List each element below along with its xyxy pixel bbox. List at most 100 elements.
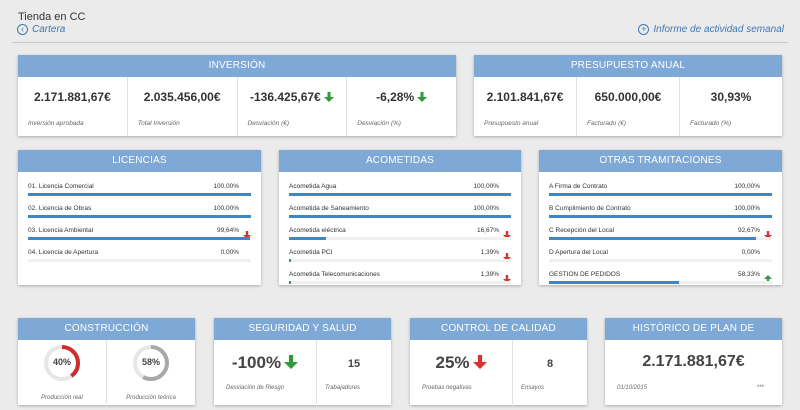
stat-label: Desviación (€) [247,120,290,127]
arrow-up-icon [764,270,772,288]
progress-row[interactable]: Acometida Agua 100,00% [289,177,511,199]
row-value: 99,64% [216,227,239,234]
acometidas-list: Acometida Agua 100,00% Acometida de Saneam… [279,172,521,287]
progress-fill [289,281,291,284]
more-link[interactable]: *** [756,385,764,391]
donut-label: Producción teórica [126,395,176,401]
stat-label: Desviación (%) [357,120,401,127]
progress-row[interactable]: Acometida Telecomunicaciones 1,39% [289,265,511,287]
stat-cell: 30,93% Facturado (%) [680,77,782,136]
inversion-stats: 2.171.881,67€ Inversión aprobada 2.035.456… [18,77,456,136]
panel-title: INVERSIÓN [18,55,456,77]
historico-value: 2.171.881,67€ [642,353,745,370]
stat-value-text: -6,28% [376,90,415,104]
chevron-left-icon: ‹ [17,24,28,35]
progress-fill [28,237,251,240]
arrow-down-icon [503,248,511,266]
arrow-down-icon [764,226,772,244]
progress-row[interactable]: Acometida eléctrica 16,67% [289,221,511,243]
stat-value: 30,93% [680,90,782,104]
progress-row[interactable]: Acometida PCI 1,39% [289,243,511,265]
row-label: Acometida Agua [289,183,337,190]
row-value: 100,00% [473,205,499,212]
risk-deviation-label: Desviación de Riesgo [226,385,285,391]
row-label: B Cumplimiento de Contrato [549,205,631,212]
back-link[interactable]: ‹ Cartera [17,24,65,35]
row-label: A Firma de Contrato [549,183,608,190]
panel-title: CONSTRUCCIÓN [18,318,195,340]
row-value: 100,00% [734,205,760,212]
progress-fill [549,237,756,240]
stat-cell: 2.035.456,00€ Total Inversión [128,77,238,136]
progress-row[interactable]: 03. Licencia Ambiental 99,64% [28,221,251,243]
progress-track [289,281,511,284]
calidad-panel: CONTROL DE CALIDAD 25% Pruebas negativas… [410,318,587,407]
row-value: 1,39% [480,271,499,278]
stat-label: Facturado (%) [690,120,732,127]
risk-deviation-value: -100% [231,353,282,372]
tests-value: 8 [546,358,554,370]
donut-value: 40% [52,357,71,367]
calidad-side: 8 Ensayos [513,340,587,407]
progress-row[interactable]: 01. Licencia Comercial 100,00% [28,177,251,199]
stat-value-text: 650.000,00€ [594,90,662,104]
progress-row[interactable]: A Firma de Contrato 100,00% [549,177,772,199]
historico-main: 2.171.881,67€ 01/10/2015 *** [605,340,782,407]
stat-value-text: 2.101.841,67€ [486,90,564,104]
panel-title: HISTÓRICO DE PLAN DE INVERSIÓN [605,318,782,356]
row-label: C Recepción del Local [549,227,615,234]
stat-value-text: -136.425,67€ [250,90,321,104]
stat-label: Presupuesto anual [484,120,539,127]
progress-row[interactable]: B Cumplimiento de Contrato 100,00% [549,199,772,221]
progress-row[interactable]: 02. Licencia de Obras 100,00% [28,199,251,221]
tests-label: Ensayos [521,385,545,391]
progress-row[interactable]: D Apertura del Local 0,00% [549,243,772,265]
donut-cell: 58% Producción teórica [107,340,195,407]
progress-fill [549,193,772,196]
progress-track [289,193,511,196]
workers-value: 15 [347,358,361,370]
arrow-down-icon [323,91,334,105]
progress-track [549,193,772,196]
row-label: Acometida de Saneamiento [289,205,369,212]
workers-label: Trabajadores [325,385,360,391]
seguridad-main: -100% Desviación de Riesgo [214,340,317,407]
construccion-donuts: 40% Producción real 58% Producción teórica [18,340,195,407]
arrow-down-icon [417,91,428,105]
progress-track [28,215,251,218]
row-value: 1,39% [480,249,499,256]
header-divider [12,42,788,43]
donut-chart [44,345,80,381]
acometidas-panel: ACOMETIDAS Acometida Agua 100,00% Acometid… [279,150,521,285]
back-link-label: Cartera [32,24,66,35]
licencias-panel: LICENCIAS 01. Licencia Comercial 100,00% 0… [18,150,261,285]
arrow-down-icon [243,226,251,244]
page-title: Tienda en CC [18,11,86,23]
progress-track [289,259,511,262]
otras-panel: OTRAS TRAMITACIONES A Firma de Contrato 1… [539,150,782,285]
progress-track [28,193,251,196]
donut-label: Producción real [41,395,83,401]
stat-cell: 2.101.841,67€ Presupuesto anual [474,77,577,136]
weekly-report-link[interactable]: + Informe de actividad semanal [638,24,784,35]
row-value: 16,67% [476,227,499,234]
progress-track [549,215,772,218]
row-value: 0,00% [220,249,239,256]
progress-track [549,237,772,240]
panel-title: OTRAS TRAMITACIONES [539,150,782,172]
progress-fill [289,193,511,196]
progress-row[interactable]: C Recepción del Local 92,67% [549,221,772,243]
progress-track [549,259,772,262]
progress-row[interactable]: GESTION DE PEDIDOS 58,33% [549,265,772,287]
row-label: 01. Licencia Comercial [28,183,94,190]
donut-cell: 40% Producción real [18,340,107,407]
stat-value: -6,28% [347,90,456,105]
panel-title: CONTROL DE CALIDAD [410,318,587,340]
row-value: 100,00% [213,183,239,190]
stat-value: 2.101.841,67€ [474,90,576,104]
negative-tests-label: Pruebas negativas [422,385,472,391]
progress-fill [289,259,291,262]
seguridad-side: 15 Trabajadores [317,340,391,407]
progress-row[interactable]: Acometida de Saneamiento 100,00% [289,199,511,221]
progress-row[interactable]: 04. Licencia de Apertura 0,00% [28,243,251,265]
